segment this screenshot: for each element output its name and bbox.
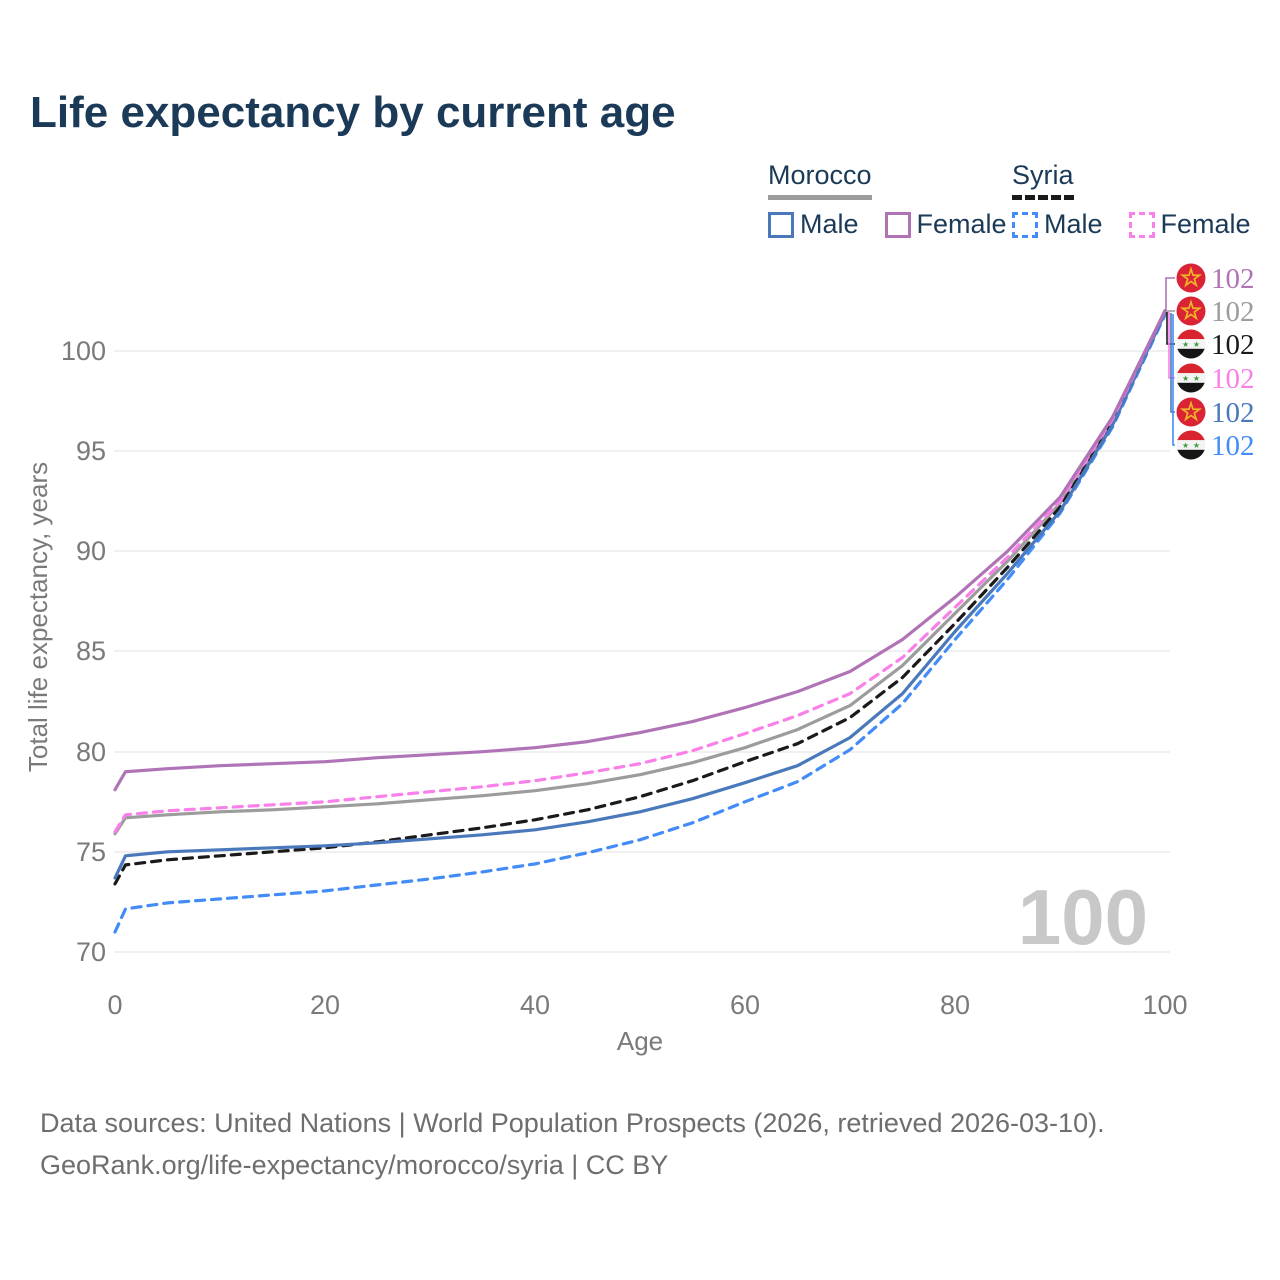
legend-group-morocco: Morocco Male Female	[768, 160, 1007, 240]
endpoint-morocco-female: 102	[1175, 262, 1255, 295]
endpoint-value: 102	[1211, 363, 1255, 395]
y-tick: 85	[76, 636, 106, 666]
y-tick: 70	[76, 937, 106, 967]
y-tick: 100	[61, 336, 106, 366]
page-title: Life expectancy by current age	[30, 88, 676, 137]
x-tick: 20	[310, 990, 340, 1020]
gridlines	[114, 350, 1170, 953]
line-syria-male	[113, 313, 1167, 934]
endpoint-value: 102	[1211, 263, 1255, 295]
endpoint-value: 102	[1211, 430, 1255, 462]
x-axis-ticks: 0 20 40 60 80 100	[107, 990, 1187, 1020]
syria-female-swatch-icon	[1128, 211, 1155, 238]
x-tick: 0	[107, 990, 122, 1020]
legend-country-morocco[interactable]: Morocco	[768, 160, 872, 200]
endpoint-value: 102	[1211, 329, 1255, 361]
legend-country-syria[interactable]: Syria	[1012, 160, 1074, 200]
y-tick: 95	[76, 436, 106, 466]
x-tick: 40	[520, 990, 550, 1020]
endpoint-syria-both: 102	[1176, 329, 1255, 361]
endpoint-morocco-both: 102	[1175, 295, 1255, 328]
line-syria-both	[113, 309, 1167, 886]
endpoint-syria-male: 102	[1176, 430, 1255, 462]
y-axis-title: Total life expectancy, years	[23, 462, 53, 772]
syria-flag-icon	[1176, 329, 1206, 359]
data-source-footer: Data sources: United Nations | World Pop…	[40, 1103, 1105, 1187]
leader-line	[1165, 277, 1175, 311]
endpoint-syria-female: 102	[1176, 363, 1255, 395]
morocco-flag-icon	[1175, 396, 1207, 428]
endpoint-value: 102	[1211, 397, 1255, 429]
legend-item-label: Female	[1160, 209, 1251, 239]
x-tick: 100	[1142, 990, 1187, 1020]
y-tick: 90	[76, 536, 106, 566]
y-tick: 75	[76, 837, 106, 867]
x-tick: 80	[940, 990, 970, 1020]
legend-item-morocco-male[interactable]: Male	[768, 209, 859, 240]
line-morocco-both	[113, 309, 1167, 836]
leader-line	[1172, 314, 1175, 446]
y-axis-ticks: 70 75 80 85 90 95 100	[61, 336, 106, 967]
leader-lines	[1165, 277, 1175, 446]
line-morocco-male	[113, 311, 1167, 880]
legend-group-syria: Syria Male Female	[1012, 160, 1251, 240]
syria-flag-icon	[1176, 363, 1206, 393]
footer-line-2: GeoRank.org/life-expectancy/morocco/syri…	[40, 1149, 669, 1180]
legend-row-syria: Male Female	[1012, 209, 1251, 240]
endpoint-labels: 102 102 102 102 102 102	[1175, 262, 1255, 462]
legend-row-morocco: Male Female	[768, 209, 1007, 240]
morocco-female-swatch-icon	[884, 211, 911, 238]
legend-item-label: Male	[800, 209, 859, 239]
x-tick: 60	[730, 990, 760, 1020]
morocco-flag-icon	[1175, 262, 1207, 294]
legend-item-morocco-female[interactable]: Female	[884, 209, 1007, 240]
footer-line-1: Data sources: United Nations | World Pop…	[40, 1108, 1105, 1138]
leader-line	[1168, 312, 1175, 379]
legend-item-syria-female[interactable]: Female	[1128, 209, 1251, 240]
syria-flag-icon	[1176, 430, 1206, 460]
x-axis-title: Age	[617, 1026, 663, 1056]
series-lines	[113, 309, 1167, 934]
line-morocco-female	[113, 309, 1167, 792]
endpoint-value: 102	[1211, 296, 1255, 328]
y-tick: 80	[76, 737, 106, 767]
line-syria-female	[113, 309, 1167, 834]
hovered-age-readout: 100	[1018, 873, 1148, 961]
legend-item-syria-male[interactable]: Male	[1012, 209, 1103, 240]
legend-item-label: Female	[916, 209, 1007, 239]
morocco-flag-icon	[1175, 295, 1207, 327]
morocco-male-swatch-icon	[768, 211, 794, 238]
syria-male-swatch-icon	[1012, 211, 1038, 238]
endpoint-morocco-male: 102	[1175, 396, 1255, 429]
legend-item-label: Male	[1044, 209, 1103, 239]
